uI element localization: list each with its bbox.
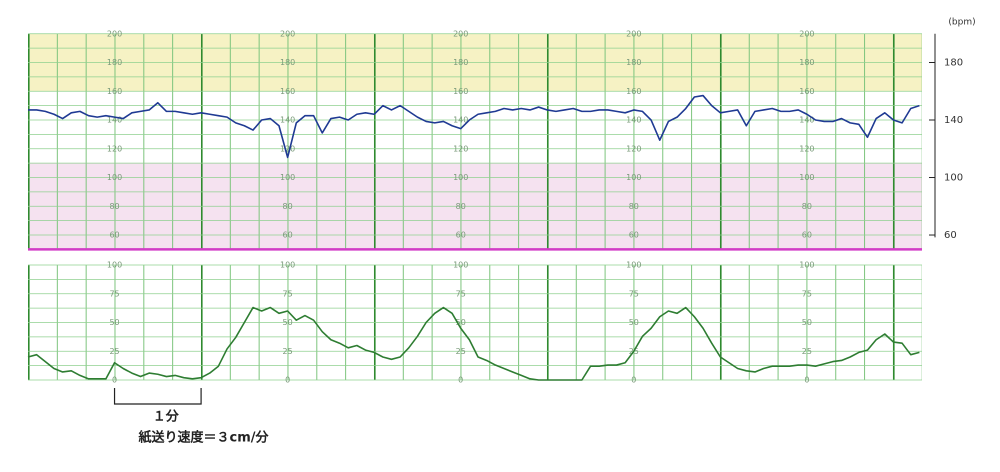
grid-label: 50: [629, 318, 639, 327]
grid-layer: 200 180 160 140 120 100 80 60 200 180 160 140 120 100…: [28, 18, 976, 385]
grid-label: 75: [456, 289, 466, 298]
grid-label: 50: [802, 318, 812, 327]
grid-label: 160: [280, 87, 295, 96]
grid-label: 80: [456, 202, 466, 211]
grid-label: 60: [283, 231, 293, 240]
grid-label: 50: [456, 318, 466, 327]
grid-label: 80: [109, 202, 119, 211]
grid-label: 200: [280, 29, 295, 38]
scale-bracket: [113, 388, 202, 405]
grid-label: 180: [453, 58, 468, 67]
grid-label: 100: [107, 173, 122, 182]
grid-label: 120: [799, 144, 814, 153]
grid-label: 100: [453, 261, 468, 270]
grid-label: 120: [107, 144, 122, 153]
grid-label: 100: [626, 261, 641, 270]
grid-label: 100: [107, 261, 122, 270]
grid-label: 25: [802, 347, 812, 356]
grid-label: 25: [283, 347, 293, 356]
grid-label: 25: [456, 347, 466, 356]
y-axis-label: (bpm): [948, 18, 975, 28]
grid-label: 200: [453, 29, 468, 38]
grid-label: 140: [626, 116, 641, 125]
grid-label: 160: [107, 87, 122, 96]
trace-line: [27, 306, 920, 381]
trace-line: [28, 94, 920, 159]
grid-label: 200: [626, 29, 641, 38]
grid-label: 80: [629, 202, 639, 211]
grid-label: 50: [109, 318, 119, 327]
grid-label: 160: [626, 87, 641, 96]
grid-label: 0: [458, 376, 463, 385]
grid-label: 140: [107, 116, 122, 125]
grid-label: 80: [802, 202, 812, 211]
grid-label: 200: [799, 29, 814, 38]
scale-label: １分: [153, 409, 180, 425]
grid-label: 100: [799, 173, 814, 182]
grid-label: 140: [280, 116, 295, 125]
grid-label: 75: [629, 289, 639, 298]
grid-label: 60: [109, 231, 119, 240]
grid-label: 200: [107, 29, 122, 38]
grid-label: 140: [799, 116, 814, 125]
grid-label: 180: [799, 58, 814, 67]
grid-label: 160: [799, 87, 814, 96]
grid-label: 0: [112, 376, 117, 385]
grid-label: 120: [626, 144, 641, 153]
grid-label: 180: [626, 58, 641, 67]
grid-label: 60: [802, 231, 812, 240]
grid-label: 75: [802, 289, 812, 298]
grid-label: 60: [456, 231, 466, 240]
grid-label: 60: [629, 231, 639, 240]
grid-label: 0: [631, 376, 636, 385]
grid-label: 50: [283, 318, 293, 327]
grid-label: 75: [283, 289, 293, 298]
grid-label: 120: [280, 144, 295, 153]
paper-grid-major: [28, 33, 924, 250]
grid-label: 100: [280, 173, 295, 182]
grid-label: 80: [283, 202, 293, 211]
grid-label: 75: [109, 289, 119, 298]
grid-label: 100: [799, 261, 814, 270]
grid-label: 140: [453, 116, 468, 125]
y-tick-label: 100: [944, 173, 963, 184]
y-tick-label: 180: [944, 58, 963, 69]
grid-label: 120: [453, 144, 468, 153]
grid-label: 0: [804, 376, 809, 385]
y-tick-label: 60: [944, 230, 957, 241]
grid-label: 160: [453, 87, 468, 96]
grid-label: 180: [107, 58, 122, 67]
grid-label: 100: [626, 173, 641, 182]
grid-label: 180: [280, 58, 295, 67]
grid-label: 100: [280, 261, 295, 270]
grid-label: 25: [109, 347, 119, 356]
grid-label: 100: [453, 173, 468, 182]
scale-caption: 紙送り速度＝３cm/分: [139, 430, 270, 446]
grid-label: 0: [285, 376, 290, 385]
y-tick-label: 140: [944, 115, 963, 126]
